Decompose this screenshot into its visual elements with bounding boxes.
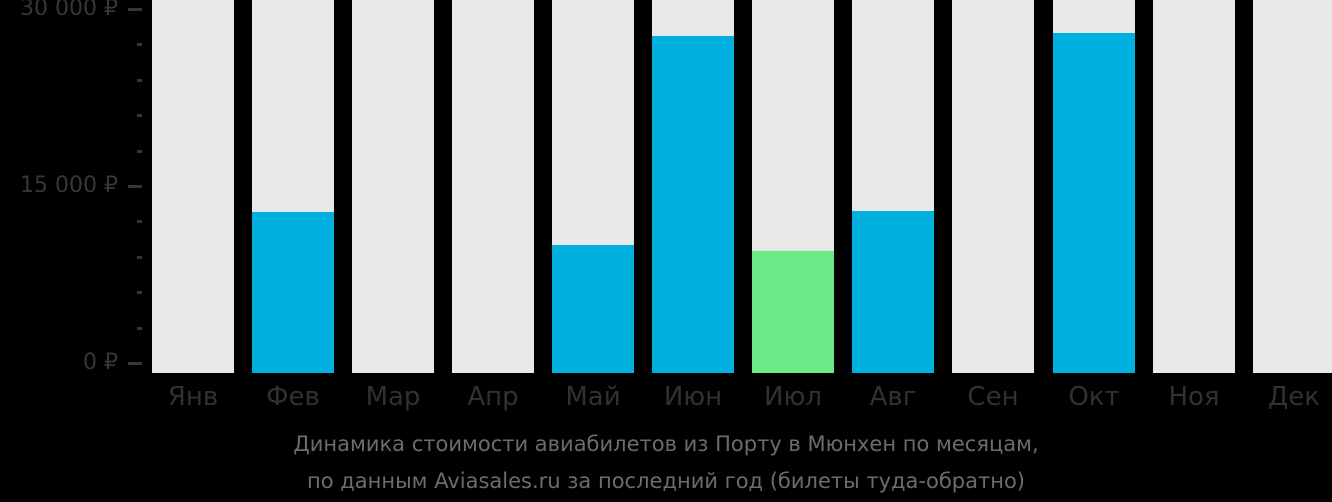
month-label: Янв — [167, 382, 219, 412]
month-label: Фев — [266, 382, 320, 412]
month-label: Сен — [967, 382, 1019, 412]
month-label: Авг — [869, 382, 917, 412]
month-label: Окт — [1068, 382, 1120, 412]
y-axis-label: 0 ₽ — [83, 350, 118, 375]
month-column — [152, 0, 234, 373]
month-label: Ноя — [1168, 382, 1220, 412]
month-label: Дек — [1267, 382, 1320, 412]
month-column — [1153, 0, 1235, 373]
price-bar — [652, 36, 734, 373]
price-bar — [252, 212, 334, 373]
month-label: Мар — [365, 382, 421, 412]
y-axis-major-tick — [128, 8, 142, 11]
month-label: Июл — [764, 382, 822, 412]
month-label: Май — [565, 382, 621, 412]
price-bar — [552, 245, 634, 373]
price-bar — [852, 211, 934, 373]
month-column — [952, 0, 1034, 373]
chart-title: Динамика стоимости авиабилетов из Порту … — [293, 432, 1039, 456]
y-axis-minor-tick — [137, 220, 142, 223]
chart-subtitle: по данным Aviasales.ru за последний год … — [307, 469, 1025, 493]
month-label: Июн — [663, 382, 723, 412]
month-column — [452, 0, 534, 373]
y-axis-minor-tick — [137, 114, 142, 117]
y-axis-label: 30 000 ₽ — [20, 0, 118, 21]
y-axis-major-tick — [128, 185, 142, 188]
month-label: Апр — [467, 382, 519, 412]
y-axis-minor-tick — [137, 256, 142, 259]
y-axis-minor-tick — [137, 291, 142, 294]
month-column — [1253, 0, 1332, 373]
price-bar — [752, 251, 834, 373]
y-axis-minor-tick — [137, 327, 142, 330]
y-axis-minor-tick — [137, 43, 142, 46]
y-axis-minor-tick — [137, 79, 142, 82]
month-column — [352, 0, 434, 373]
y-axis-label: 15 000 ₽ — [20, 173, 118, 198]
y-axis-minor-tick — [137, 150, 142, 153]
price-bar — [1053, 33, 1135, 373]
y-axis-major-tick — [128, 362, 142, 365]
